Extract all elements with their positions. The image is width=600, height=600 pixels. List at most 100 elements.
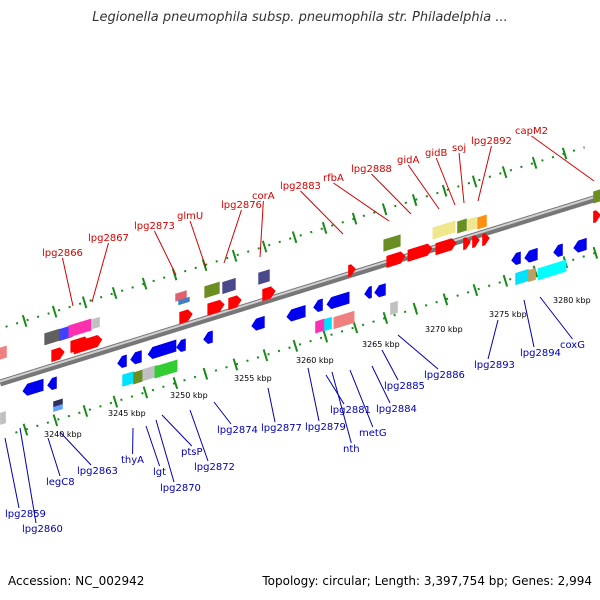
- bottom-leader: [487, 319, 499, 360]
- bottom-gene-label: lpg2860: [22, 524, 63, 535]
- forward-gene: [593, 210, 600, 224]
- tick-mark: [111, 287, 118, 300]
- bottom-gene-label: thyA: [121, 455, 144, 466]
- tick-mark: [592, 246, 599, 259]
- gene-block: [528, 267, 536, 283]
- top-gene-label: lpg2867: [88, 233, 129, 244]
- bottom-gene-label: lpg2893: [474, 360, 515, 371]
- gene-block: [383, 234, 401, 252]
- gene-block: [178, 296, 190, 306]
- tick-mark: [501, 166, 508, 179]
- bottom-leader: [523, 299, 535, 348]
- bottom-gene-label: lpg2879: [305, 422, 346, 433]
- forward-gene: [386, 251, 406, 268]
- bottom-gene-label: lpg2870: [160, 483, 201, 494]
- forward-gene: [262, 286, 276, 302]
- tick-mark: [442, 293, 449, 306]
- bottom-leader: [325, 374, 345, 405]
- top-gene-label: gidA: [397, 155, 419, 166]
- top-gene-label: gidB: [425, 148, 447, 159]
- top-leader: [371, 173, 412, 215]
- gene-block: [324, 316, 332, 332]
- topology-text: Topology: circular; Length: 3,397,754 bp…: [262, 574, 592, 588]
- forward-gene: [472, 235, 480, 249]
- bottom-gene-label: lpg2884: [376, 404, 417, 415]
- top-leader: [477, 145, 492, 202]
- bottom-leader: [397, 334, 439, 370]
- gene-block: [315, 318, 325, 334]
- top-leader: [61, 257, 74, 307]
- reverse-gene: [524, 247, 538, 263]
- tick-mark: [51, 305, 58, 318]
- bottom-gene-label: lpg2859: [5, 509, 46, 520]
- bottom-gene-label: lpg2886: [424, 370, 465, 381]
- gene-block: [122, 371, 134, 387]
- forward-gene: [348, 264, 356, 278]
- top-leader: [333, 182, 390, 222]
- gene-block: [92, 316, 100, 330]
- tick-mark: [22, 423, 29, 436]
- gene-block: [142, 364, 158, 382]
- reverse-gene: [147, 339, 177, 359]
- top-gene-label: lpg2888: [351, 164, 392, 175]
- tick-mark: [352, 321, 359, 334]
- tick-mark: [232, 358, 239, 371]
- bottom-gene-label: lpg2863: [77, 466, 118, 477]
- gene-block: [477, 214, 487, 230]
- top-leader: [300, 190, 344, 235]
- bottom-gene-label: lpg2885: [384, 381, 425, 392]
- bottom-leader: [267, 387, 276, 423]
- bottom-leader: [47, 437, 61, 477]
- scale-label: 3250 kbp: [170, 391, 208, 400]
- bottom-leader: [349, 369, 374, 428]
- scale-label: 3265 kbp: [362, 340, 400, 349]
- forward-gene: [51, 347, 65, 363]
- tick-mark: [172, 377, 179, 390]
- tick-mark: [471, 175, 478, 188]
- top-gene-label: capM2: [515, 126, 548, 137]
- tick-mark: [502, 274, 509, 287]
- bottom-gene-label: lpg2877: [261, 423, 302, 434]
- scale-label: 3270 kbp: [425, 325, 463, 334]
- top-leader: [223, 209, 242, 264]
- reverse-gene: [22, 378, 44, 396]
- tick-mark: [52, 414, 59, 427]
- top-gene-label: corA: [252, 191, 275, 202]
- tick-mark: [381, 203, 388, 216]
- scale-label: 3240 kbp: [44, 430, 82, 439]
- bottom-leader: [307, 367, 320, 422]
- reverse-gene: [553, 243, 563, 257]
- top-gene-label: lpg2876: [221, 200, 262, 211]
- bottom-leader: [371, 365, 391, 404]
- bottom-gene-label: coxG: [560, 340, 585, 351]
- tick-mark: [322, 330, 329, 343]
- tick-mark: [82, 404, 89, 417]
- reverse-gene: [203, 330, 213, 344]
- gene-block: [593, 189, 600, 204]
- gene-block: [44, 328, 60, 346]
- bottom-leader: [331, 371, 352, 444]
- gene-block: [154, 359, 178, 379]
- gene-block: [204, 281, 220, 299]
- reverse-gene: [251, 315, 265, 331]
- axis-highlight: [0, 194, 600, 383]
- reverse-gene: [286, 305, 306, 322]
- forward-gene: [407, 243, 433, 262]
- top-gene-label: glmU: [177, 211, 203, 222]
- bottom-leader: [59, 431, 92, 466]
- tick-mark: [262, 349, 269, 362]
- bottom-leader: [381, 349, 399, 381]
- map-title: Legionella pneumophila subsp. pneumophil…: [92, 10, 508, 25]
- bottom-gene-label: ptsP: [181, 447, 203, 458]
- bottom-leader: [189, 409, 209, 462]
- top-leader: [435, 157, 456, 206]
- gene-block: [258, 269, 270, 285]
- bottom-leader: [539, 296, 573, 340]
- tick-mark: [21, 314, 28, 327]
- reverse-gene: [130, 350, 142, 365]
- bottom-gene-label: lpg2872: [194, 462, 235, 473]
- reverse-gene: [47, 376, 57, 390]
- forward-gene: [228, 295, 242, 311]
- gene-block: [467, 216, 477, 232]
- forward-gene: [179, 309, 193, 325]
